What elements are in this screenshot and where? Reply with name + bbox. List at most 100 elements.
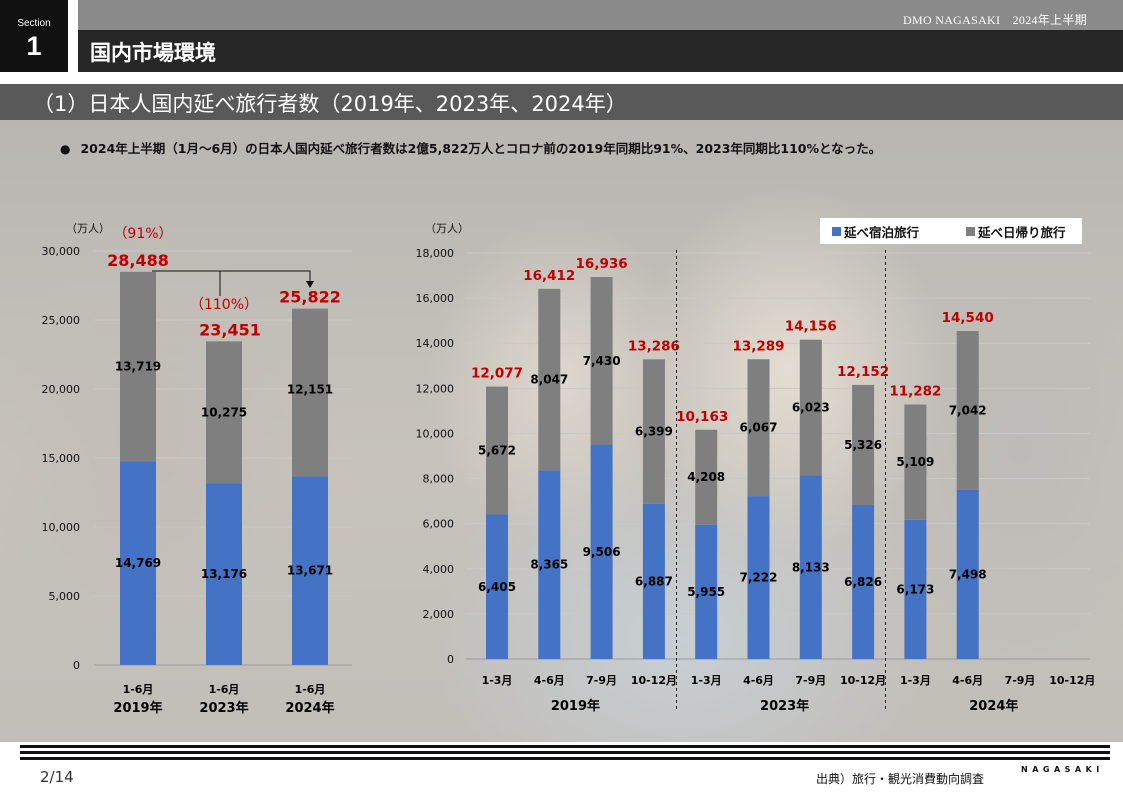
- total-value-label: 12,077: [471, 366, 523, 382]
- footer-rule: [20, 745, 1110, 763]
- day-value-label: 6,023: [792, 401, 830, 415]
- stay-value-label: 9,506: [583, 545, 621, 559]
- bar-stay-2: [538, 470, 561, 659]
- y-tick-label: 20,000: [42, 383, 81, 396]
- group-label: 2024年: [285, 700, 334, 716]
- bar-day-2: [206, 341, 242, 484]
- day-value-label: 4,208: [687, 470, 725, 484]
- footer-logo: NAGASAKI: [1021, 765, 1104, 774]
- y-tick-label: 0: [447, 653, 454, 666]
- y-tick-label: 5,000: [49, 590, 81, 603]
- y-tick-label: 30,000: [42, 245, 81, 258]
- bar-stay-4: [642, 503, 665, 659]
- total-value-label: 23,451: [199, 320, 261, 339]
- total-value-label: 12,152: [837, 364, 889, 380]
- header-strip: DMO NAGASAKI 2024年上半期: [78, 0, 1123, 30]
- day-value-label: 12,151: [287, 382, 333, 396]
- y-tick-label: 15,000: [42, 452, 81, 465]
- bar-stay-1: [486, 514, 508, 659]
- summary-bullet: ● 2024年上半期（1月～6月）の日本人国内延べ旅行者数は2億5,822万人とコ…: [60, 138, 881, 157]
- x-tick-label: 1-6月: [295, 683, 326, 696]
- x-tick-label: 4-6月: [534, 674, 565, 687]
- comparison-line-2019-2024: [152, 270, 311, 281]
- arrow-head-icon: [306, 281, 314, 288]
- x-tick-label: 10-12月: [840, 674, 886, 687]
- y-tick-label: 10,000: [42, 521, 81, 534]
- stay-value-label: 14,769: [115, 556, 161, 570]
- x-tick-label: 4-6月: [743, 674, 774, 687]
- bar-day-1: [120, 271, 156, 462]
- stay-value-label: 5,955: [687, 585, 725, 599]
- stay-value-label: 6,826: [844, 575, 882, 589]
- y-tick-label: 2,000: [423, 608, 455, 621]
- bar-stay-1: [120, 461, 156, 665]
- x-tick-label: 10-12月: [1049, 674, 1095, 687]
- page-title: 国内市場環境: [90, 41, 216, 65]
- stay-value-label: 13,176: [201, 567, 247, 581]
- x-tick-label: 4-6月: [952, 674, 983, 687]
- page-number: 2/14: [40, 768, 74, 786]
- x-tick-label: 1-6月: [209, 683, 240, 696]
- day-value-label: 7,430: [583, 354, 621, 368]
- x-tick-label: 1-3月: [900, 674, 931, 687]
- subtitle-bar: （1）日本人国内延べ旅行者数（2019年、2023年、2024年）: [0, 84, 1123, 120]
- bar-day-6: [747, 359, 770, 497]
- bar-day-4: [642, 359, 665, 504]
- section-label: Section: [17, 18, 51, 29]
- bar-day-9: [904, 404, 927, 520]
- legend-swatch-stay: [832, 227, 841, 236]
- y-tick-label: 8,000: [423, 473, 455, 486]
- bar-day-8: [852, 384, 875, 506]
- day-value-label: 6,399: [635, 424, 673, 438]
- stay-value-label: 6,887: [635, 574, 673, 588]
- stay-value-label: 6,173: [896, 582, 934, 596]
- total-value-label: 13,286: [628, 338, 680, 354]
- bar-day-3: [590, 276, 613, 445]
- total-value-label: 28,488: [107, 251, 169, 270]
- chart-legend: 延べ宿泊旅行 延べ日帰り旅行: [820, 218, 1082, 244]
- bar-stay-3: [292, 476, 328, 665]
- page-subtitle: （1）日本人国内延べ旅行者数（2019年、2023年、2024年）: [33, 92, 627, 116]
- group-label: 2024年: [969, 698, 1018, 714]
- x-tick-label: 10-12月: [631, 674, 677, 687]
- summary-text: 2024年上半期（1月～6月）の日本人国内延べ旅行者数は2億5,822万人とコロ…: [80, 141, 882, 156]
- day-value-label: 10,275: [201, 405, 247, 419]
- stay-value-label: 7,498: [949, 567, 987, 581]
- y-unit-label: （万人）: [66, 222, 110, 235]
- bar-stay-9: [904, 519, 927, 659]
- total-value-label: 14,540: [942, 310, 994, 326]
- bar-day-10: [956, 331, 979, 490]
- x-tick-label: 1-3月: [691, 674, 722, 687]
- y-tick-label: 6,000: [423, 518, 455, 531]
- y-tick-label: 18,000: [416, 247, 455, 260]
- group-label: 2019年: [551, 698, 600, 714]
- day-value-label: 7,042: [949, 403, 987, 417]
- bar-day-1: [486, 386, 508, 515]
- y-tick-label: 16,000: [416, 292, 455, 305]
- stay-value-label: 8,133: [792, 560, 830, 574]
- y-tick-label: 4,000: [423, 563, 455, 576]
- total-value-label: 25,822: [279, 288, 341, 307]
- y-tick-label: 0: [73, 659, 80, 672]
- bar-day-7: [799, 339, 822, 476]
- y-tick-label: 12,000: [416, 382, 455, 395]
- day-value-label: 5,672: [478, 444, 516, 458]
- group-label: 2019年: [113, 700, 162, 716]
- day-value-label: 13,719: [115, 360, 161, 374]
- bar-stay-2: [206, 483, 242, 665]
- bar-day-5: [695, 429, 718, 525]
- stay-value-label: 13,671: [287, 564, 333, 578]
- x-tick-label: 7-9月: [795, 674, 826, 687]
- bar-day-2: [538, 288, 561, 471]
- y-tick-label: 14,000: [416, 337, 455, 350]
- stay-value-label: 8,365: [530, 558, 568, 572]
- day-value-label: 8,047: [530, 373, 568, 387]
- section-badge: Section 1: [0, 0, 68, 72]
- legend-label-stay: 延べ宿泊旅行: [844, 225, 920, 240]
- total-value-label: 16,936: [576, 256, 628, 272]
- total-value-label: 14,156: [785, 319, 837, 335]
- brand-text: DMO NAGASAKI 2024年上半期: [903, 13, 1087, 27]
- bar-stay-6: [747, 496, 770, 659]
- bar-stay-3: [590, 444, 613, 659]
